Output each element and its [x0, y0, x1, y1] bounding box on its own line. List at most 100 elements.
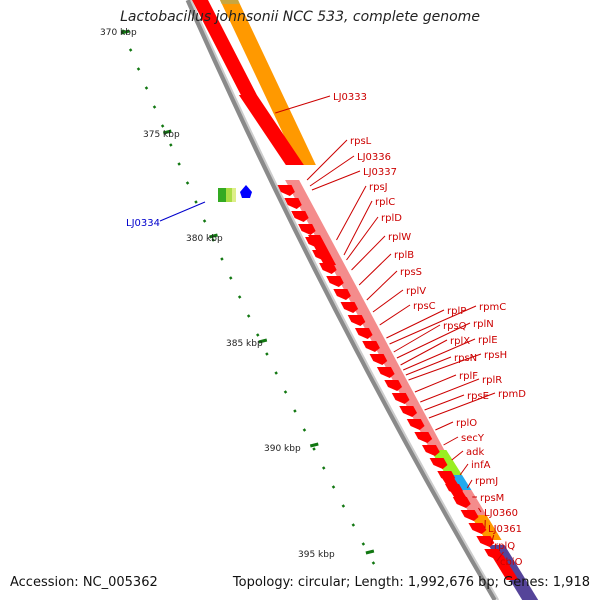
leader-line — [478, 507, 482, 513]
accession-text: Accession: NC_005362 — [10, 575, 158, 590]
gene-label: rpsN — [454, 353, 477, 364]
gene-arrow — [440, 475, 468, 500]
backbone-edge — [190, 0, 500, 600]
scale-tick — [312, 447, 316, 451]
backbone-line — [185, 0, 498, 600]
lj0334-label: LJ0334 — [126, 218, 160, 229]
gene-label: LJ0361 — [488, 524, 522, 535]
gene-label: rpsH — [484, 350, 507, 361]
gene-arrow — [391, 393, 410, 404]
leader-line — [336, 185, 367, 241]
scale-tick — [220, 257, 224, 261]
gene-arrow — [414, 432, 433, 443]
gene-label: rpsJ — [369, 182, 388, 193]
gene-arrow — [406, 419, 425, 430]
gene-label: rpsM — [480, 493, 504, 504]
gene-label: cbiO — [500, 557, 523, 568]
genome-backbone — [185, 0, 500, 600]
gene-label: rplV — [406, 286, 426, 297]
gene-arrow — [347, 315, 366, 326]
gene-arrow — [369, 354, 388, 365]
leader-line — [389, 305, 477, 345]
gene-arrow — [333, 289, 351, 300]
gene-arrow — [340, 302, 359, 313]
leader-line — [400, 339, 448, 366]
gene-label: rplQ — [494, 541, 515, 552]
gene-label: rpsL — [350, 136, 372, 147]
label-leader-lines — [159, 95, 504, 562]
leader-line — [435, 421, 454, 431]
topology-text: Topology: circular; Length: 1,992,676 bp… — [232, 575, 590, 590]
track-orange-lower — [470, 515, 502, 540]
gene-label: rplR — [482, 375, 502, 386]
scale-tick — [361, 542, 366, 546]
leader-line — [403, 338, 476, 371]
gene-label: rplB — [394, 250, 414, 261]
scale-tick — [237, 295, 242, 299]
leader-line — [490, 534, 495, 546]
leader-line — [358, 253, 392, 286]
track-pink-main — [285, 180, 445, 450]
leader-line — [372, 289, 404, 313]
scale-tick — [185, 181, 190, 185]
scale-tick — [351, 523, 356, 527]
gene-label: adk — [466, 447, 484, 458]
major-tick — [120, 29, 130, 35]
gene-arrow — [192, 0, 257, 95]
gene-arrow — [460, 510, 479, 521]
leader-line — [428, 392, 496, 419]
gene-arrow — [384, 380, 403, 391]
scale-tick — [194, 200, 198, 204]
scale-tick — [246, 314, 251, 318]
scale-ticks — [120, 29, 376, 565]
gene-label: rplE — [478, 335, 498, 346]
leader-line — [451, 450, 464, 461]
scale-tick — [302, 428, 307, 432]
leader-line — [414, 374, 457, 393]
gene-label: rpsE — [467, 391, 489, 402]
gene-arrow — [291, 211, 309, 222]
scale-tick — [211, 238, 215, 242]
leader-line — [275, 95, 331, 114]
scale-label: 370 kbp — [100, 28, 137, 38]
gene-arrow — [238, 95, 304, 165]
gene-label: LJ0337 — [363, 167, 397, 178]
leader-line — [366, 270, 398, 301]
lj0334-block-green — [218, 188, 226, 202]
leader-line — [405, 356, 452, 376]
leader-line — [346, 216, 379, 261]
scale-tick — [265, 352, 269, 356]
gene-label: rplW — [388, 232, 411, 243]
leader-line — [443, 436, 459, 446]
gene-label: rplO — [456, 418, 477, 429]
scale-tick — [136, 67, 141, 71]
scale-labels: 370 kbp 375 kbp 380 kbp 385 kbp 390 kbp 395 k… — [100, 28, 335, 560]
gene-arrow — [476, 536, 495, 547]
track-orange-upper — [220, 0, 316, 165]
gene-label: rpmJ — [475, 476, 498, 487]
scale-tick — [371, 561, 376, 565]
lj0334-leader-line — [159, 201, 206, 222]
scale-tick — [144, 86, 149, 90]
scale-tick — [293, 409, 297, 413]
scale-tick — [128, 48, 133, 52]
gene-arrow — [308, 235, 337, 265]
gene-label: rpsC — [413, 301, 436, 312]
scale-label: 390 kbp — [264, 444, 301, 454]
scale-tick — [331, 485, 336, 489]
leader-line — [393, 324, 441, 353]
lj0334-block-lime — [226, 188, 232, 202]
gene-label: rpmD — [498, 389, 526, 400]
scale-tick — [321, 466, 326, 470]
leader-line — [396, 322, 471, 359]
gene-arrow — [277, 185, 295, 196]
track-olive-top — [220, 0, 240, 4]
map-title: Lactobacillus johnsonii NCC 533, complet… — [120, 9, 480, 25]
gene-arrows — [192, 0, 519, 580]
scale-label: 395 kbp — [298, 550, 335, 560]
scale-tick — [283, 390, 288, 394]
leader-line — [343, 200, 373, 256]
gene-label: rpmC — [479, 302, 506, 313]
gene-arrow — [284, 198, 302, 209]
